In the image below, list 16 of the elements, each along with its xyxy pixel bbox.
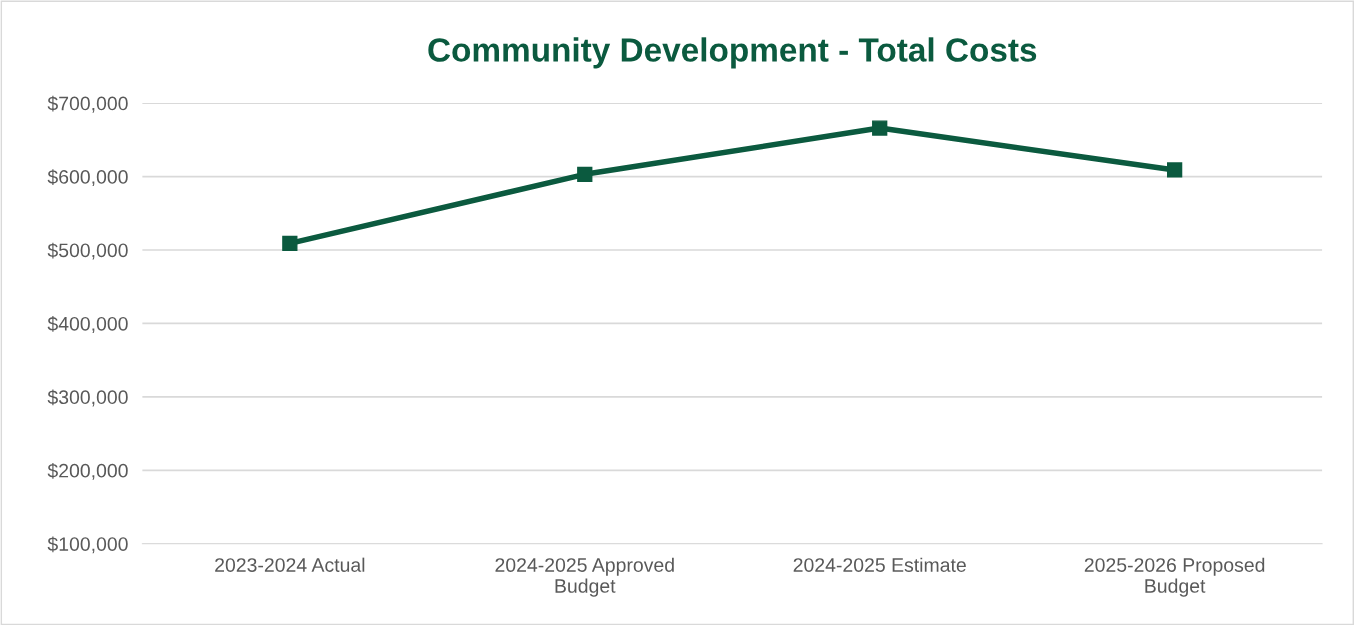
point xyxy=(577,166,593,182)
y-tick-label: $500,000 xyxy=(47,242,128,260)
y-tick-label: $600,000 xyxy=(47,169,128,187)
x-tick-label: 2023-2024 Actual xyxy=(215,557,365,572)
y-tick-label: $400,000 xyxy=(47,316,128,333)
x-tick-label: 2025-2026 Proposed Budget xyxy=(1084,557,1265,597)
chart-title: Community Development - Total Costs xyxy=(428,37,1037,69)
point xyxy=(1166,162,1183,178)
y-tick-label: $700,000 xyxy=(47,95,128,113)
y-tick-label: $300,000 xyxy=(47,389,128,407)
y-tick-label: $100,000 xyxy=(47,536,128,554)
point xyxy=(282,235,298,252)
point xyxy=(872,120,888,136)
x-tick-label: 2024-2025 Approved Budget xyxy=(495,557,674,597)
y-tick-label: $200,000 xyxy=(47,462,128,480)
x-tick-label: 2024-2025 Estimate xyxy=(793,557,966,572)
